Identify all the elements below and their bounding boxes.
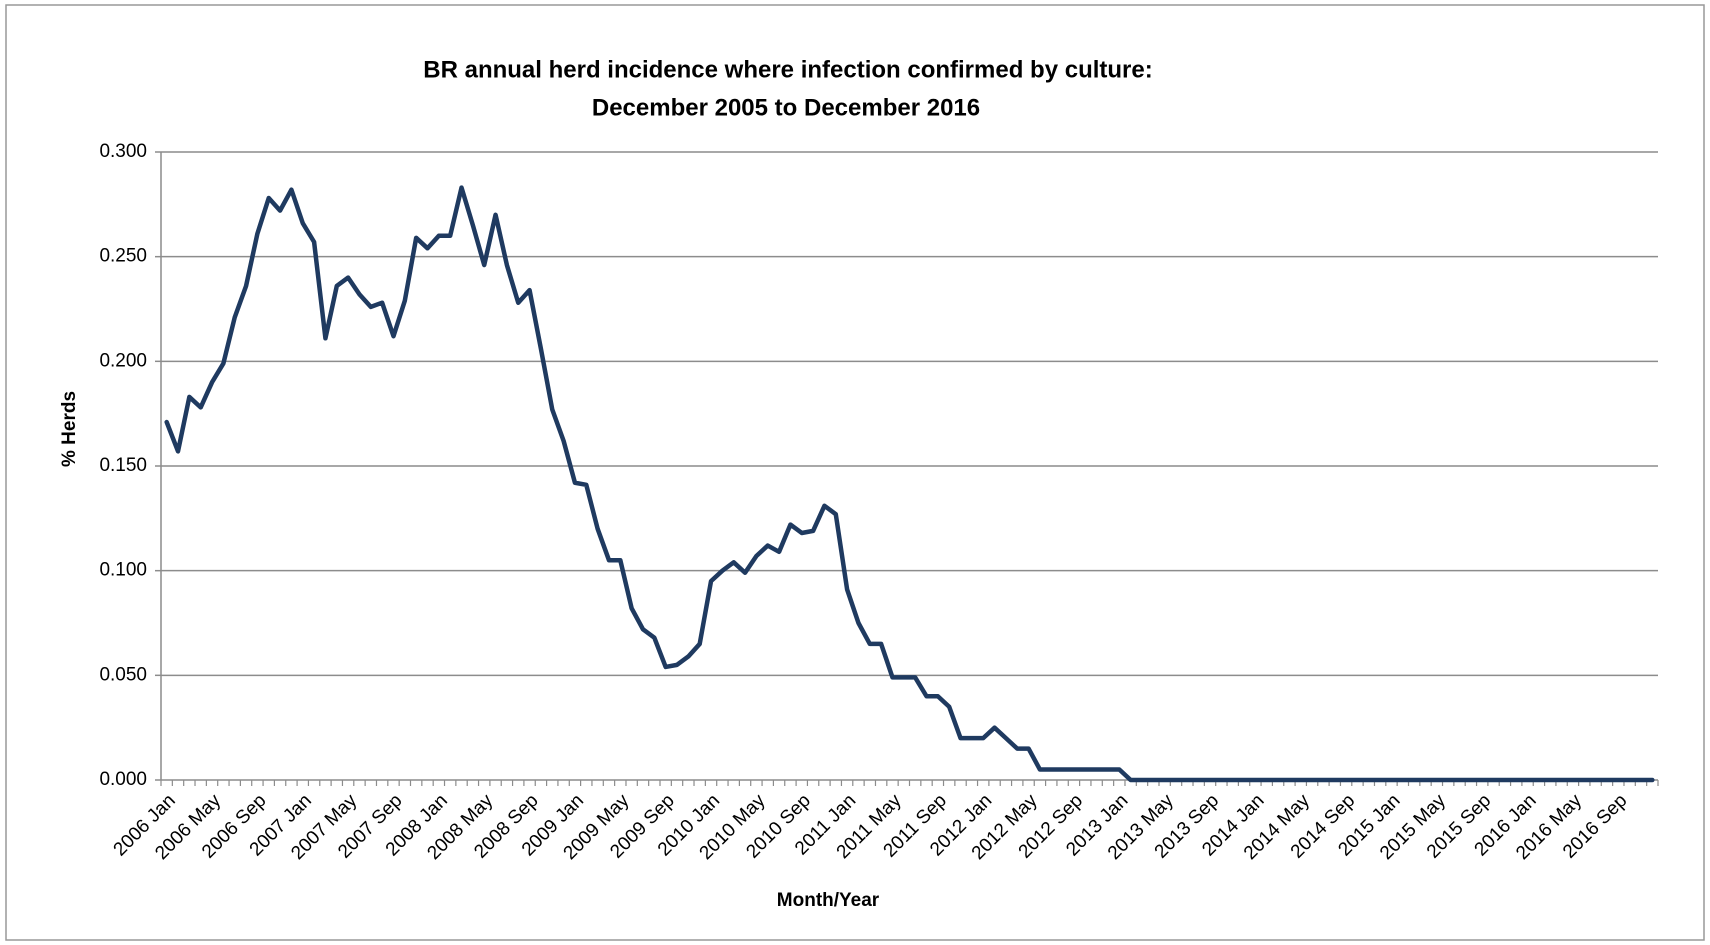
x-axis-title: Month/Year <box>777 890 880 911</box>
y-tick-label: 0.000 <box>99 769 147 790</box>
chart-frame <box>5 4 1705 941</box>
data-line <box>164 185 1655 783</box>
y-tick-label: 0.250 <box>99 246 147 267</box>
y-tick-label: 0.300 <box>99 141 147 162</box>
y-axis-title: % Herds <box>59 391 80 467</box>
y-tick-label: 0.050 <box>99 664 147 685</box>
y-tick-label: 0.150 <box>99 455 147 476</box>
y-tick-label: 0.200 <box>99 350 147 371</box>
chart-subtitle: December 2005 to December 2016 <box>592 94 980 121</box>
chart-title: BR annual herd incidence where infection… <box>423 56 1152 83</box>
y-tick-label: 0.100 <box>99 560 147 581</box>
